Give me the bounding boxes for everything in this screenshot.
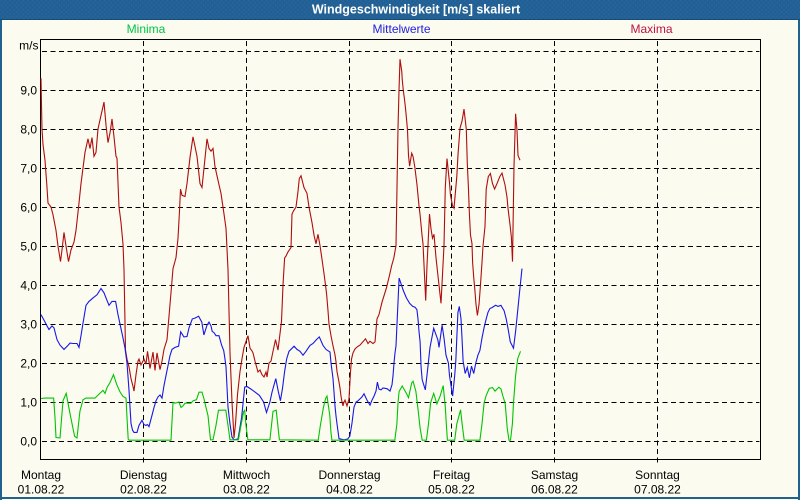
svg-text:1,0: 1,0	[20, 396, 37, 410]
svg-text:7,0: 7,0	[20, 162, 37, 176]
svg-text:8,0: 8,0	[20, 123, 37, 137]
svg-text:m/s: m/s	[19, 39, 38, 53]
svg-text:3,0: 3,0	[20, 318, 37, 332]
svg-text:Mittelwerte: Mittelwerte	[372, 22, 430, 36]
svg-text:Freitag: Freitag	[433, 468, 470, 482]
svg-text:05.08.22: 05.08.22	[428, 483, 475, 497]
svg-text:Montag: Montag	[21, 468, 61, 482]
svg-text:04.08.22: 04.08.22	[326, 483, 373, 497]
svg-text:01.08.22: 01.08.22	[18, 483, 65, 497]
svg-text:2,0: 2,0	[20, 357, 37, 371]
svg-text:Maxima: Maxima	[630, 22, 672, 36]
svg-text:5,0: 5,0	[20, 240, 37, 254]
svg-text:03.08.22: 03.08.22	[223, 483, 270, 497]
svg-text:9,0: 9,0	[20, 84, 37, 98]
svg-text:Sonntag: Sonntag	[635, 468, 680, 482]
svg-text:Mittwoch: Mittwoch	[223, 468, 270, 482]
svg-text:07.08.22: 07.08.22	[634, 483, 681, 497]
svg-text:06.08.22: 06.08.22	[531, 483, 578, 497]
svg-text:0,0: 0,0	[20, 435, 37, 449]
svg-text:Samstag: Samstag	[531, 468, 578, 482]
svg-text:Dienstag: Dienstag	[120, 468, 167, 482]
svg-text:Windgeschwindigkeit [m/s] skal: Windgeschwindigkeit [m/s] skaliert	[312, 3, 521, 17]
svg-text:6,0: 6,0	[20, 201, 37, 215]
svg-text:4,0: 4,0	[20, 279, 37, 293]
svg-text:02.08.22: 02.08.22	[120, 483, 167, 497]
svg-text:Minima: Minima	[127, 22, 166, 36]
svg-text:Donnerstag: Donnerstag	[318, 468, 380, 482]
